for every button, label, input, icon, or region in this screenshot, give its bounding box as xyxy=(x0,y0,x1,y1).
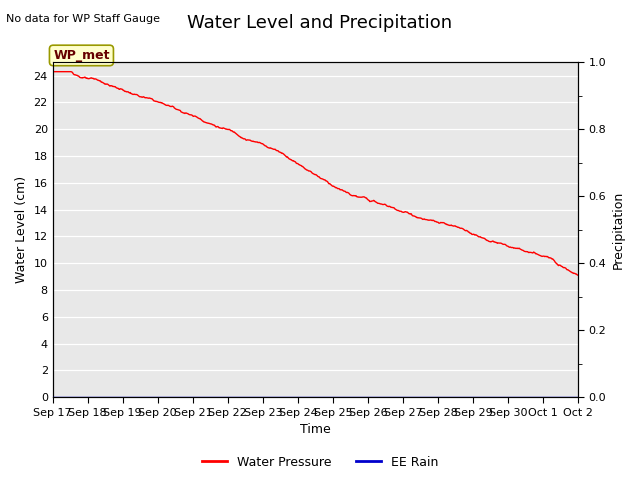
Legend: Water Pressure, EE Rain: Water Pressure, EE Rain xyxy=(196,451,444,474)
X-axis label: Time: Time xyxy=(300,423,331,436)
Y-axis label: Water Level (cm): Water Level (cm) xyxy=(15,176,28,283)
Text: Water Level and Precipitation: Water Level and Precipitation xyxy=(188,14,452,33)
Text: WP_met: WP_met xyxy=(53,49,109,62)
Text: No data for WP Staff Gauge: No data for WP Staff Gauge xyxy=(6,14,161,24)
Y-axis label: Precipitation: Precipitation xyxy=(612,191,625,269)
